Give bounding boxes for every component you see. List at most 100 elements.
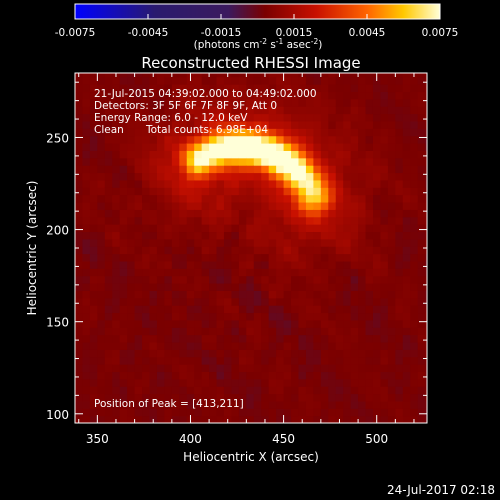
heatmap-cell [380,128,389,137]
heatmap-cell [231,378,240,387]
heatmap-cell [395,172,404,181]
heatmap-cell [104,187,113,196]
heatmap-cell [142,120,151,129]
heatmap-cell [82,386,91,395]
heatmap-cell [186,312,195,321]
heatmap-cell [104,327,113,336]
heatmap-cell [223,98,233,107]
heatmap-cell [328,319,337,328]
heatmap-cell [156,106,165,115]
heatmap-cell [291,98,300,107]
heatmap-cell [164,150,173,159]
heatmap-cell [201,157,210,166]
heatmap-cell [127,238,136,247]
heatmap-cell [149,327,158,336]
heatmap-cell [417,393,426,402]
heatmap-cell [328,135,337,144]
heatmap-cell [194,312,203,321]
heatmap-cell [179,76,188,85]
heatmap-cell [417,84,426,93]
heatmap-cell [201,260,210,269]
heatmap-cell [149,165,158,174]
heatmap-cell [387,209,396,218]
heatmap-cell [75,260,84,269]
heatmap-cell [82,172,91,181]
heatmap-cell [171,157,180,166]
heatmap-cell [194,327,203,336]
heatmap-cell [171,179,180,188]
heatmap-cell [246,415,255,423]
heatmap-cell [358,106,367,115]
heatmap-cell [201,253,210,262]
heatmap-cell [216,341,225,350]
heatmap-cell [82,349,91,358]
heatmap-cell [171,268,180,277]
heatmap-cell [425,319,427,328]
heatmap-cell [104,91,113,100]
heatmap-cell [425,305,427,314]
heatmap-cell [343,305,352,314]
heatmap-cell [246,150,255,159]
heatmap-cell [156,150,165,159]
heatmap-cell [268,327,277,336]
heatmap-cell [358,312,367,321]
heatmap-cell [246,275,255,284]
heatmap-cell [283,290,292,299]
heatmap-cell [305,386,314,395]
heatmap-cell [365,341,374,350]
heatmap-cell [186,224,195,233]
heatmap-cell [194,179,203,188]
heatmap-cell [156,371,165,380]
heatmap-cell [291,165,300,174]
heatmap-cell [186,238,195,247]
heatmap-cell [358,400,367,409]
heatmap-cell [283,356,292,365]
heatmap-cell [343,393,352,402]
heatmap-cell [276,327,285,336]
heatmap-cell [231,283,240,291]
heatmap-cell [194,319,203,328]
heatmap-cell [156,91,165,100]
heatmap-cell [380,415,389,423]
heatmap-cell [268,305,277,314]
heatmap-cell [89,408,98,417]
heatmap-cell [194,275,203,284]
heatmap-cell [425,238,427,247]
heatmap-cell [253,73,262,78]
heatmap-cell [298,76,307,85]
heatmap-cell [380,157,389,166]
heatmap-cell [112,216,121,225]
heatmap-cell [387,106,396,115]
heatmap-cell [216,231,225,240]
heatmap-cell [253,91,262,100]
heatmap-cell [89,378,98,387]
heatmap-cell [238,76,247,85]
heatmap-cell [395,312,404,321]
heatmap-cell [164,84,173,93]
colorbar-tick-label: 0.0015 [276,27,313,39]
heatmap-cell [283,400,292,409]
heatmap-cell [179,238,188,247]
heatmap-cell [179,356,188,365]
heatmap-cell [417,150,426,159]
heatmap-cell [75,209,84,218]
heatmap-cell [164,224,173,233]
heatmap-cell [209,408,218,417]
x-tick-label: 350 [86,432,109,446]
heatmap-cell [328,157,337,166]
heatmap-cell [201,334,210,343]
colorbar-tick-label: 0.0075 [422,27,459,39]
heatmap-cell [372,312,382,321]
heatmap-cell [253,268,262,277]
heatmap-cell [201,319,210,328]
heatmap-cell [335,260,344,269]
heatmap-cell [253,231,262,240]
heatmap-cell [209,238,218,247]
heatmap-cell [268,216,277,225]
heatmap-cell [291,246,300,255]
heatmap-cell [350,319,359,328]
heatmap-cell [186,120,195,129]
heatmap-cell [75,253,84,262]
heatmap-cell [253,120,262,129]
heatmap-cell [410,106,419,115]
